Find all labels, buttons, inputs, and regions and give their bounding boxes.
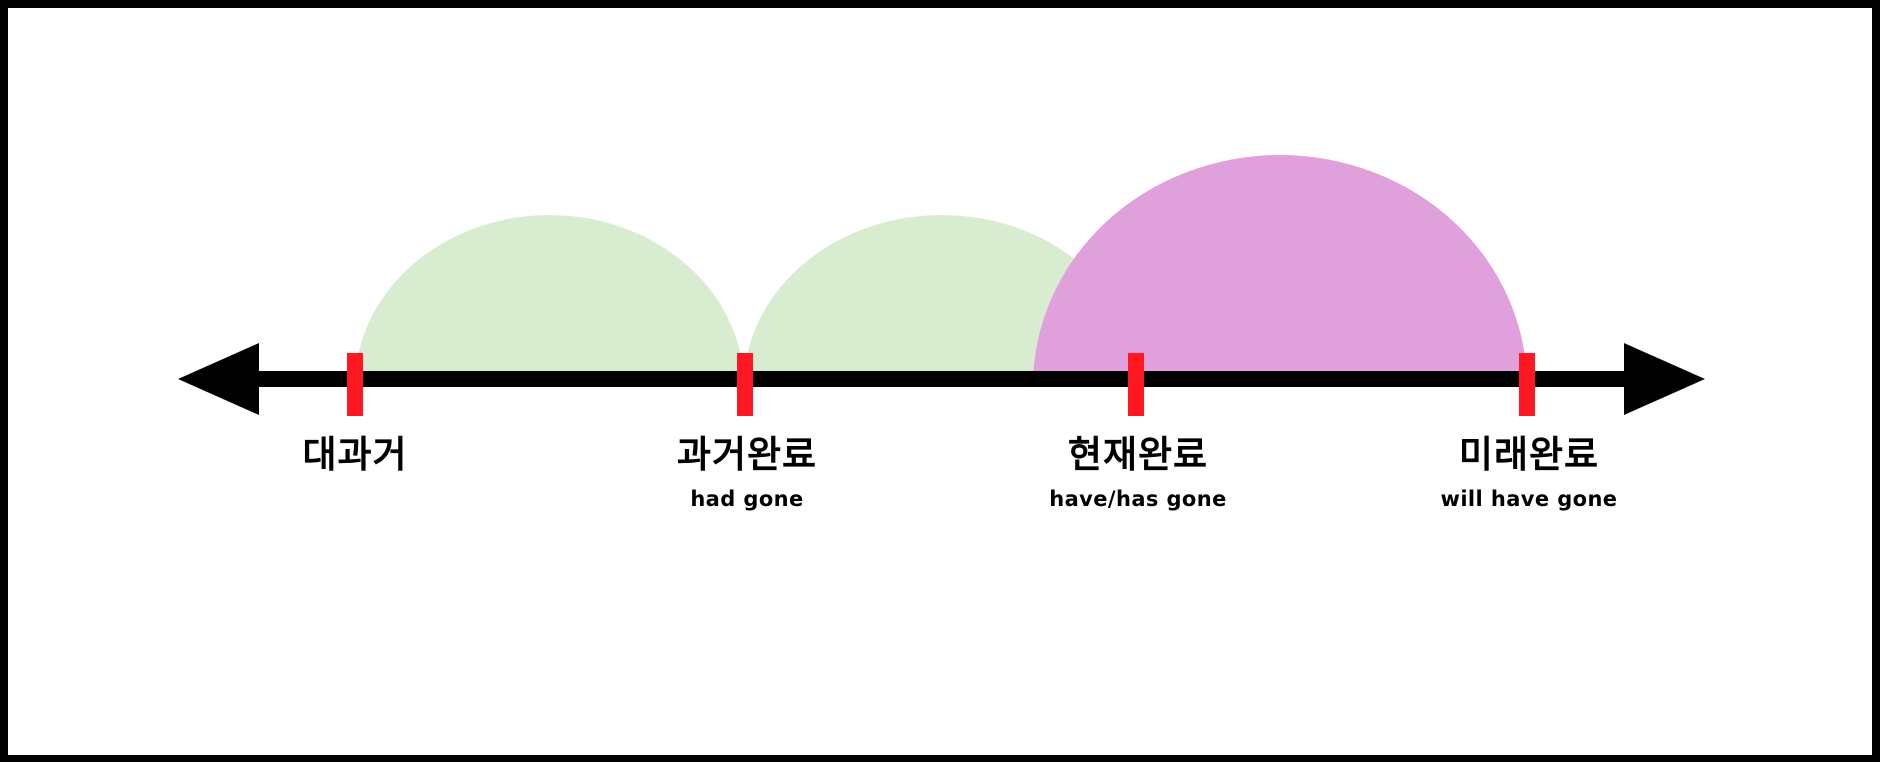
timeline-point-gwageowanryo[interactable]: 과거완료 had gone [677, 436, 817, 510]
tick-mark-hyeonjaewanryo[interactable] [1128, 353, 1144, 416]
point-label-english: will have gone [1440, 487, 1618, 511]
tick-marks [347, 353, 1535, 416]
tick-mark-daegwageo[interactable] [347, 353, 363, 416]
timeline-diagram [178, 155, 1705, 416]
point-label-korean: 미래완료 [1458, 433, 1600, 476]
arc-daegwageo-to-gwageowanryo [355, 214, 744, 386]
right-arrow-head [1624, 343, 1705, 415]
point-label-korean: 현재완료 [1067, 433, 1209, 476]
point-label-english: had gone [690, 487, 804, 511]
arc-hyeonjaewanryo-to-miraewanryo [1033, 155, 1527, 386]
timeline-point-miraewanryo[interactable]: 미래완료 will have gone [1441, 436, 1618, 510]
timeline-point-hyeonjaewanryo[interactable]: 현재완료 have/has gone [1049, 436, 1227, 510]
tick-mark-gwageowanryo[interactable] [737, 353, 753, 416]
timeline-point-daegwageo[interactable]: 대과거 [302, 436, 407, 473]
timeline-labels: 대과거 과거완료 had gone 현재완료 have/has gone 미래완… [8, 8, 1872, 755]
timeline-line [236, 371, 1648, 387]
point-label-korean: 과거완료 [676, 433, 818, 476]
tick-mark-miraewanryo[interactable] [1519, 353, 1535, 416]
diagram-canvas: 대과거 과거완료 had gone 현재완료 have/has gone 미래완… [8, 8, 1872, 755]
timeline-axis [178, 343, 1705, 415]
left-arrow-head [178, 343, 259, 415]
point-label-korean: 대과거 [302, 433, 408, 476]
point-label-english: have/has gone [1049, 487, 1227, 511]
